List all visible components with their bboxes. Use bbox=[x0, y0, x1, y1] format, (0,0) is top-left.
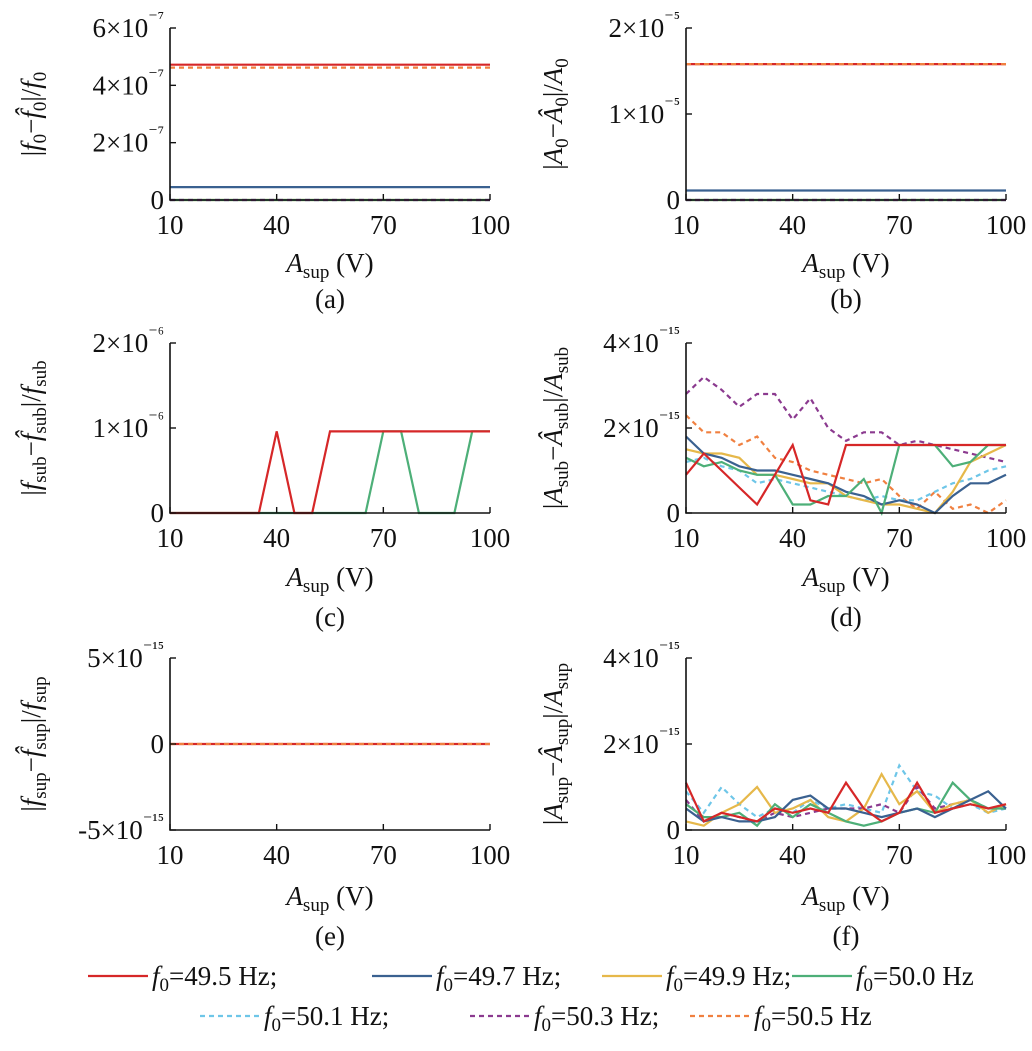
legend-label: f0=49.5 Hz; bbox=[152, 961, 277, 996]
legend-entry: f0=50.0 Hz bbox=[792, 961, 974, 996]
legend-label: f0=49.7 Hz; bbox=[436, 961, 561, 996]
axes bbox=[685, 343, 1006, 514]
series-line-049.7 bbox=[685, 435, 1007, 515]
panel-label: (b) bbox=[830, 284, 861, 314]
y-tick-label: -5×10⁻¹⁵ bbox=[78, 810, 164, 845]
legend-entry: f0=49.7 Hz; bbox=[372, 961, 561, 996]
x-tick-label: 70 bbox=[886, 840, 913, 870]
x-tick-label: 100 bbox=[470, 210, 511, 240]
legend-entry: f0=50.5 Hz bbox=[690, 1001, 872, 1036]
y-tick-label: 0 bbox=[151, 185, 165, 215]
axes bbox=[685, 658, 1006, 831]
y-tick-label: 2×10⁻⁷ bbox=[92, 123, 164, 158]
x-tick-label: 10 bbox=[673, 840, 700, 870]
y-tick-label: 2×10⁻¹⁵ bbox=[603, 724, 680, 759]
y-tick-label: 1×10⁻⁶ bbox=[92, 408, 164, 443]
y-tick-label: 4×10⁻⁷ bbox=[92, 65, 164, 100]
legend-label: f0=50.0 Hz bbox=[856, 961, 974, 996]
x-axis-label: Asup (V) bbox=[800, 562, 889, 597]
x-axis-label: Asup (V) bbox=[800, 248, 889, 283]
panel-label: (d) bbox=[830, 602, 861, 632]
series-line-049.9 bbox=[685, 444, 1007, 515]
panel-label: (e) bbox=[315, 921, 345, 951]
y-tick-label: 6×10⁻⁷ bbox=[92, 8, 164, 43]
panel-e: 10 40 70 100 -5×10⁻¹⁵ 0 5×10⁻¹⁵ Asup (V) |fsup−f… bbox=[15, 638, 510, 951]
legend-label: f0=50.1 Hz; bbox=[264, 1001, 389, 1036]
x-tick-label: 10 bbox=[157, 210, 184, 240]
x-tick-label: 10 bbox=[673, 210, 700, 240]
y-axis-label: |fsub−f̂sub|/fsub bbox=[15, 360, 51, 495]
x-tick-label: 40 bbox=[779, 210, 806, 240]
series-line-050.0 bbox=[685, 780, 1006, 828]
y-tick-label: 2×10⁻⁶ bbox=[92, 323, 164, 358]
legend-label: f0=49.9 Hz; bbox=[666, 961, 791, 996]
x-tick-label: 10 bbox=[157, 523, 184, 553]
legend-label: f0=50.5 Hz bbox=[754, 1001, 872, 1036]
x-tick-label: 70 bbox=[370, 210, 397, 240]
x-tick-label: 40 bbox=[779, 523, 806, 553]
y-tick-label: 4×10⁻¹⁵ bbox=[603, 638, 680, 673]
y-tick-label: 0 bbox=[667, 185, 681, 215]
panel-label: (a) bbox=[315, 284, 345, 314]
y-tick-label: 0 bbox=[151, 498, 165, 528]
x-tick-label: 40 bbox=[263, 840, 290, 870]
x-tick-label: 70 bbox=[370, 840, 397, 870]
legend: f0=49.5 Hz; f0=49.7 Hz; f0=49.9 Hz; f0=50.0… bbox=[88, 961, 974, 1036]
x-tick-label: 100 bbox=[986, 840, 1027, 870]
series-line-049.5 bbox=[685, 442, 1006, 507]
y-tick-label: 0 bbox=[151, 729, 165, 759]
y-tick-label: 2×10⁻¹⁵ bbox=[603, 408, 680, 443]
series-line-050.0 bbox=[170, 430, 490, 515]
series-line-050.0 bbox=[685, 443, 1006, 517]
y-tick-label: 4×10⁻¹⁵ bbox=[603, 323, 680, 358]
panel-f: 10 40 70 100 0 2×10⁻¹⁵ 4×10⁻¹⁵ Asup (V) |Asup−Âs… bbox=[538, 638, 1026, 951]
x-tick-label: 100 bbox=[986, 210, 1027, 240]
x-tick-label: 70 bbox=[886, 523, 913, 553]
x-tick-label: 100 bbox=[470, 840, 511, 870]
series-line-049.5 bbox=[170, 430, 490, 515]
panel-label: (f) bbox=[833, 921, 860, 951]
panel-label: (c) bbox=[315, 602, 345, 632]
x-tick-label: 70 bbox=[886, 210, 913, 240]
x-tick-label: 100 bbox=[470, 523, 511, 553]
series-line-050.3 bbox=[685, 375, 1007, 464]
x-axis-label: Asup (V) bbox=[800, 881, 889, 916]
y-axis-label: |Asub−Âsub|/Asub bbox=[538, 347, 573, 509]
legend-entry: f0=49.9 Hz; bbox=[602, 961, 791, 996]
y-tick-label: 5×10⁻¹⁵ bbox=[87, 638, 164, 673]
y-tick-label: 0 bbox=[667, 815, 681, 845]
panel-a: 10 40 70 100 0 2×10⁻⁷ 4×10⁻⁷ 6×10⁻⁷ Asup (V) |f0−… bbox=[15, 8, 510, 314]
legend-label: f0=50.3 Hz; bbox=[534, 1001, 659, 1036]
x-axis-label: Asup (V) bbox=[284, 248, 373, 283]
legend-entry: f0=50.3 Hz; bbox=[470, 1001, 659, 1036]
x-tick-label: 70 bbox=[370, 523, 397, 553]
legend-entry: f0=49.5 Hz; bbox=[88, 961, 277, 996]
x-axis-label: Asup (V) bbox=[284, 562, 373, 597]
x-tick-label: 10 bbox=[157, 840, 184, 870]
series-line-049.5 bbox=[685, 780, 1007, 823]
series-line-050.5 bbox=[685, 414, 1007, 515]
axes bbox=[169, 28, 490, 201]
panel-d: 10 40 70 100 0 2×10⁻¹⁵ 4×10⁻¹⁵ Asup (V) |Asub−Âs… bbox=[538, 323, 1026, 632]
y-tick-label: 2×10⁻⁵ bbox=[608, 8, 680, 43]
y-tick-label: 1×10⁻⁵ bbox=[608, 94, 680, 129]
y-axis-label: |Asup−Âsup|/Asup bbox=[538, 663, 573, 825]
axes bbox=[169, 343, 490, 514]
panel-c: 10 40 70 100 0 1×10⁻⁶ 2×10⁻⁶ Asup (V) |fsub−f̂su… bbox=[15, 323, 510, 632]
y-axis-label: |A0−Â0|/A0 bbox=[538, 58, 573, 170]
y-axis-label: |fsup−f̂sup|/fsup bbox=[15, 676, 51, 811]
y-tick-label: 0 bbox=[667, 498, 681, 528]
axes bbox=[685, 28, 1006, 201]
x-axis-label: Asup (V) bbox=[284, 881, 373, 916]
panel-b: 10 40 70 100 0 1×10⁻⁵ 2×10⁻⁵ Asup (V) |A0−Â0|/A0… bbox=[538, 8, 1026, 314]
x-tick-label: 40 bbox=[779, 840, 806, 870]
x-tick-label: 40 bbox=[263, 210, 290, 240]
x-tick-label: 40 bbox=[263, 523, 290, 553]
legend-entry: f0=50.1 Hz; bbox=[200, 1001, 389, 1036]
y-axis-label: |f0−f̂0|/f0 bbox=[15, 72, 51, 157]
x-tick-label: 100 bbox=[986, 523, 1027, 553]
x-tick-label: 10 bbox=[673, 523, 700, 553]
